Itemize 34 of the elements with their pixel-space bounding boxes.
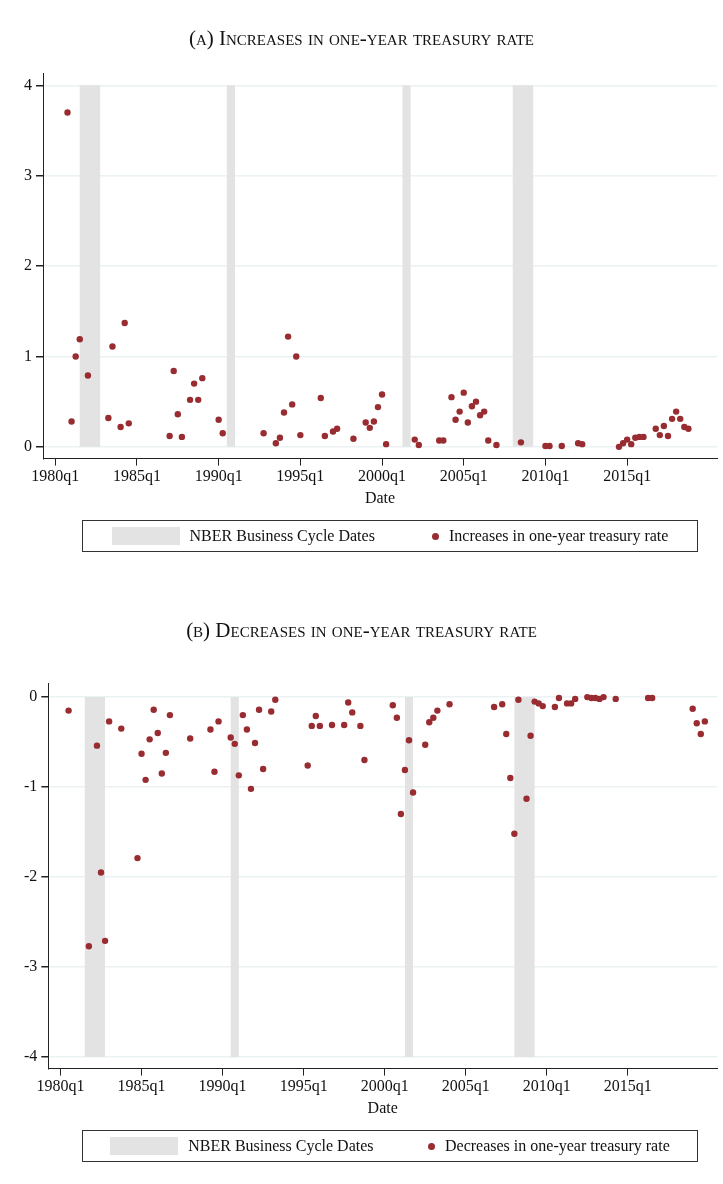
x-axis-title: Date: [367, 1098, 398, 1116]
x-tick-label: 2005q1: [441, 1077, 490, 1096]
x-tick-label: 2000q1: [360, 1077, 409, 1096]
legend-label: NBER Business Cycle Dates: [188, 1137, 374, 1155]
chart-title: (b) Decreases in one-year treasury rate: [185, 618, 538, 643]
chart-title: (a) Increases in one-year treasury rate: [187, 26, 536, 51]
y-tick-label: -4: [24, 1047, 38, 1065]
x-tick-label: 2005q1: [439, 467, 488, 486]
legend-label: NBER Business Cycle Dates: [189, 527, 375, 545]
x-tick-label: 2010q1: [522, 1077, 571, 1096]
y-tick-label: 3: [24, 165, 32, 183]
y-tick-label: -3: [24, 957, 38, 975]
x-tick-label: 1985q1: [117, 1077, 166, 1096]
legend-label: Decreases in one-year treasury rate: [445, 1137, 670, 1155]
y-tick-label: -2: [24, 867, 38, 885]
legend-label: Increases in one-year treasury rate: [448, 527, 669, 545]
y-tick-label: 0: [24, 437, 32, 455]
x-tick-label: 2015q1: [603, 1077, 652, 1096]
y-tick-label: 4: [24, 75, 32, 93]
x-tick-label: 2010q1: [521, 467, 570, 486]
x-tick-label: 1985q1: [112, 467, 161, 486]
x-tick-label: 1995q1: [279, 1077, 328, 1096]
x-tick-label: 1980q1: [31, 467, 80, 486]
x-tick-label: 2015q1: [603, 467, 652, 486]
x-tick-label: 1990q1: [198, 1077, 247, 1096]
x-tick-label: 2000q1: [358, 467, 407, 486]
y-tick-label: 1: [24, 346, 32, 364]
y-tick-label: 2: [24, 256, 32, 274]
y-tick-label: 0: [29, 687, 38, 705]
x-tick-label: 1990q1: [194, 467, 243, 486]
x-tick-label: 1980q1: [36, 1077, 85, 1096]
x-axis-title: Date: [364, 488, 396, 506]
y-tick-label: -1: [24, 777, 38, 795]
x-tick-label: 1995q1: [276, 467, 325, 486]
